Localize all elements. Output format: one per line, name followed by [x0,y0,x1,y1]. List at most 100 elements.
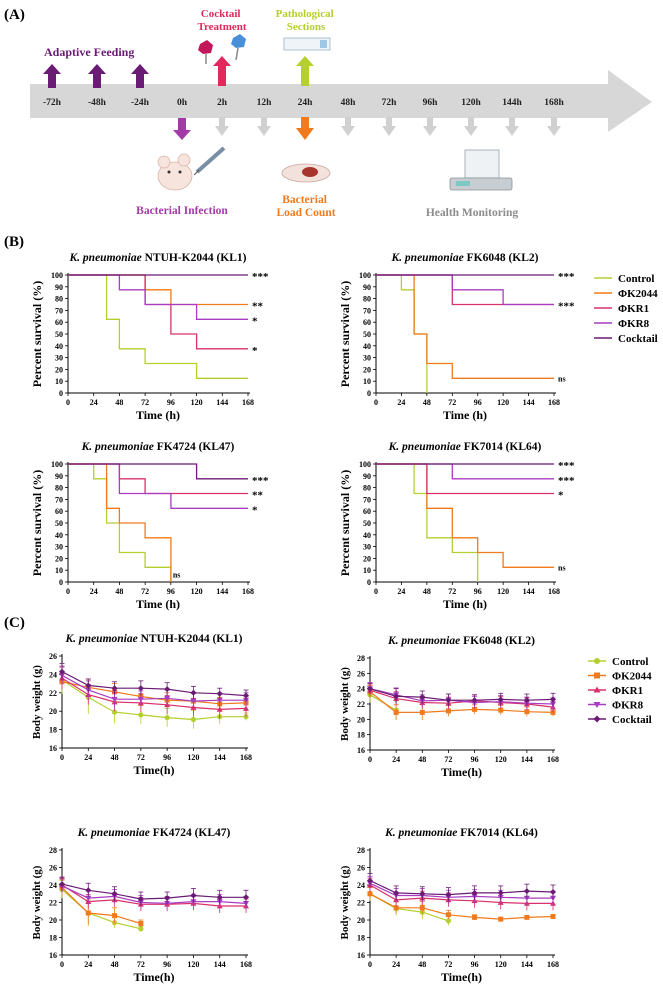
data-point [138,921,144,926]
x-tick-label: 24 [90,398,98,407]
y-tick-label: 22 [357,899,365,908]
y-tick-label: 10 [55,377,63,386]
x-tick-label: 24 [84,753,92,762]
pathological-sections-label: Pathological Sections [276,8,337,33]
data-point [498,707,504,713]
x-axis-label: Time (h) [443,408,487,422]
y-tick-label: 40 [363,531,371,540]
x-tick-label: 96 [471,755,479,764]
data-point [419,905,425,911]
panel-a: (A) -72h -48h -24h 0h 2h 12h 24h 48h 72h… [4,7,652,219]
x-tick-label: 72 [448,398,456,407]
x-axis-label: Time (h) [443,597,487,611]
y-tick-label: 18 [357,731,365,740]
data-point [497,889,504,896]
series-ΦK2044 [376,463,554,568]
data-point [137,896,144,902]
data-point [164,715,170,721]
data-point [111,709,118,715]
legend-label: ΦKR8 [612,700,644,712]
y-tick-label: 70 [363,495,371,504]
y-tick-label: 22 [357,700,365,709]
series-ΦK2044 [59,879,144,927]
x-tick-label: 120 [187,960,199,969]
data-point [85,682,92,689]
legend-label: ΦKR1 [618,303,649,315]
tick-168: 168h [544,98,564,108]
data-point [550,696,556,703]
x-tick-label: 72 [141,587,149,596]
chart-title-species: K. pneumoniae [77,827,153,839]
weight-line [369,688,554,705]
data-point [497,696,504,703]
data-point [85,910,91,916]
data-point [471,889,478,896]
y-tick-label: 20 [55,365,63,374]
chart-5: K. pneumoniae NTUH-K2044 (KL1) 16 18 20 22 24… [31,633,252,777]
y-tick-label: 70 [363,306,371,315]
x-tick-label: 144 [521,960,533,969]
data-point [445,912,451,918]
data-point [138,926,144,932]
legend-marker [594,658,600,664]
data-point [445,708,451,714]
charts-layer: K. pneumoniae NTUH-K2044 (KL1) 0 10 20 30 40 5… [30,252,575,984]
slide-icon [283,37,331,51]
legend-label: Cocktail [618,333,658,345]
legend-marker [593,702,601,708]
y-tick-label: 60 [55,318,63,327]
data-point [190,716,197,723]
y-tick-label: 0 [59,389,63,398]
chart-title-strain: FK6048 (KL2) [463,635,535,647]
significance-label: * [558,490,564,502]
x-axis-label: Time(h) [133,763,174,777]
pathological-line2: Sections [287,21,326,33]
significance-label: *** [252,271,269,283]
chart-title: K. pneumoniae FK7014 (KL64) [384,827,538,839]
y-tick-label: 70 [55,495,63,504]
x-tick-label: 96 [471,960,479,969]
x-tick-label: 0 [66,587,70,596]
data-point [393,709,399,715]
slide-icon-label [320,40,327,48]
data-point [523,697,530,704]
data-point [472,706,478,712]
series-Cocktail [367,682,556,707]
y-tick-label: 24 [357,881,365,890]
panel-label-a: (A) [4,7,25,23]
significance-label: *** [558,475,575,487]
data-point [164,686,171,693]
pathological-line1: Pathological [276,8,334,20]
data-point [472,914,478,920]
series-ΦKR8 [68,274,248,320]
y-tick-label: 100 [359,460,371,469]
data-point [367,685,373,692]
survival-line [68,463,248,480]
weight-line [369,691,554,714]
data-point [112,913,118,919]
data-point [85,887,92,894]
x-tick-label: 144 [523,398,535,407]
data-point [524,914,530,920]
y-tick-label: 16 [49,744,57,753]
chart-title-species: K. pneumoniae [65,633,141,645]
phage-icon [198,34,246,64]
x-tick-label: 48 [423,587,431,596]
x-tick-label: 72 [444,960,452,969]
cocktail-treatment-line1: Cocktail [201,8,241,20]
chart-title-strain: NTUH-K2044 (KL1) [145,252,247,264]
y-tick-label: 40 [55,531,63,540]
data-point [111,890,118,897]
data-point [164,895,171,902]
y-tick-label: 18 [49,726,57,735]
series-ΦK2044 [376,274,554,379]
y-axis-label: Percent survival (%) [30,281,44,387]
tick-96: 96h [423,98,439,108]
weight-line [61,674,246,702]
timeline-arrow [30,70,652,132]
data-point [445,697,452,704]
chart-4: K. pneumoniae FK7014 (KL64) 0 10 20 30 40 50 60… [338,441,575,611]
legend-marker [593,715,601,723]
data-point [59,881,65,888]
chart-title: K. pneumoniae FK7014 (KL64) [388,441,542,453]
